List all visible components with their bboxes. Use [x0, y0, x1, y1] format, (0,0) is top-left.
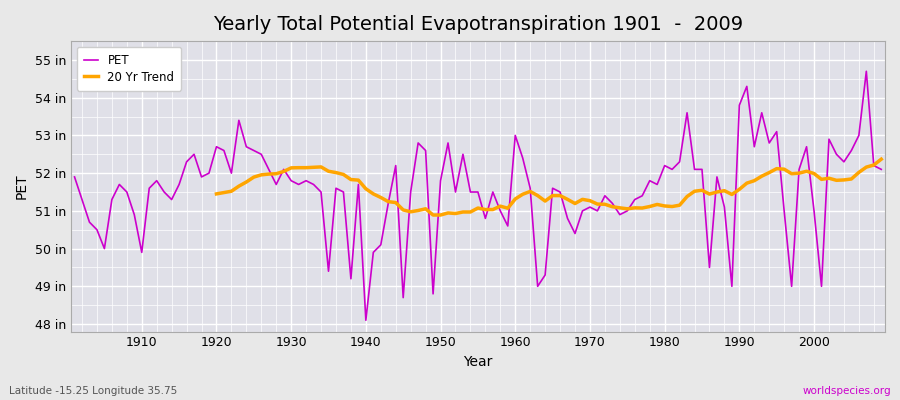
- 20 Yr Trend: [428, 213, 438, 218]
- PET: [338, 190, 349, 194]
- PET: [69, 174, 80, 179]
- PET: [518, 156, 528, 160]
- PET: [293, 182, 304, 187]
- PET: [607, 201, 617, 206]
- 20 Yr Trend: [212, 192, 222, 196]
- PET: [129, 212, 140, 217]
- Title: Yearly Total Potential Evapotranspiration 1901  -  2009: Yearly Total Potential Evapotranspiratio…: [212, 15, 743, 34]
- Legend: PET, 20 Yr Trend: PET, 20 Yr Trend: [76, 47, 182, 91]
- PET: [360, 318, 371, 323]
- Text: worldspecies.org: worldspecies.org: [803, 386, 891, 396]
- PET: [509, 133, 520, 138]
- Line: PET: PET: [75, 71, 881, 320]
- Y-axis label: PET: PET: [15, 174, 29, 199]
- 20 Yr Trend: [681, 194, 692, 199]
- PET: [861, 69, 872, 74]
- PET: [876, 167, 886, 172]
- Text: Latitude -15.25 Longitude 35.75: Latitude -15.25 Longitude 35.75: [9, 386, 177, 396]
- X-axis label: Year: Year: [464, 355, 492, 369]
- 20 Yr Trend: [413, 208, 424, 213]
- 20 Yr Trend: [787, 171, 797, 176]
- 20 Yr Trend: [771, 166, 782, 171]
- 20 Yr Trend: [853, 170, 864, 175]
- 20 Yr Trend: [876, 157, 886, 162]
- 20 Yr Trend: [301, 165, 311, 170]
- Line: 20 Yr Trend: 20 Yr Trend: [217, 159, 881, 215]
